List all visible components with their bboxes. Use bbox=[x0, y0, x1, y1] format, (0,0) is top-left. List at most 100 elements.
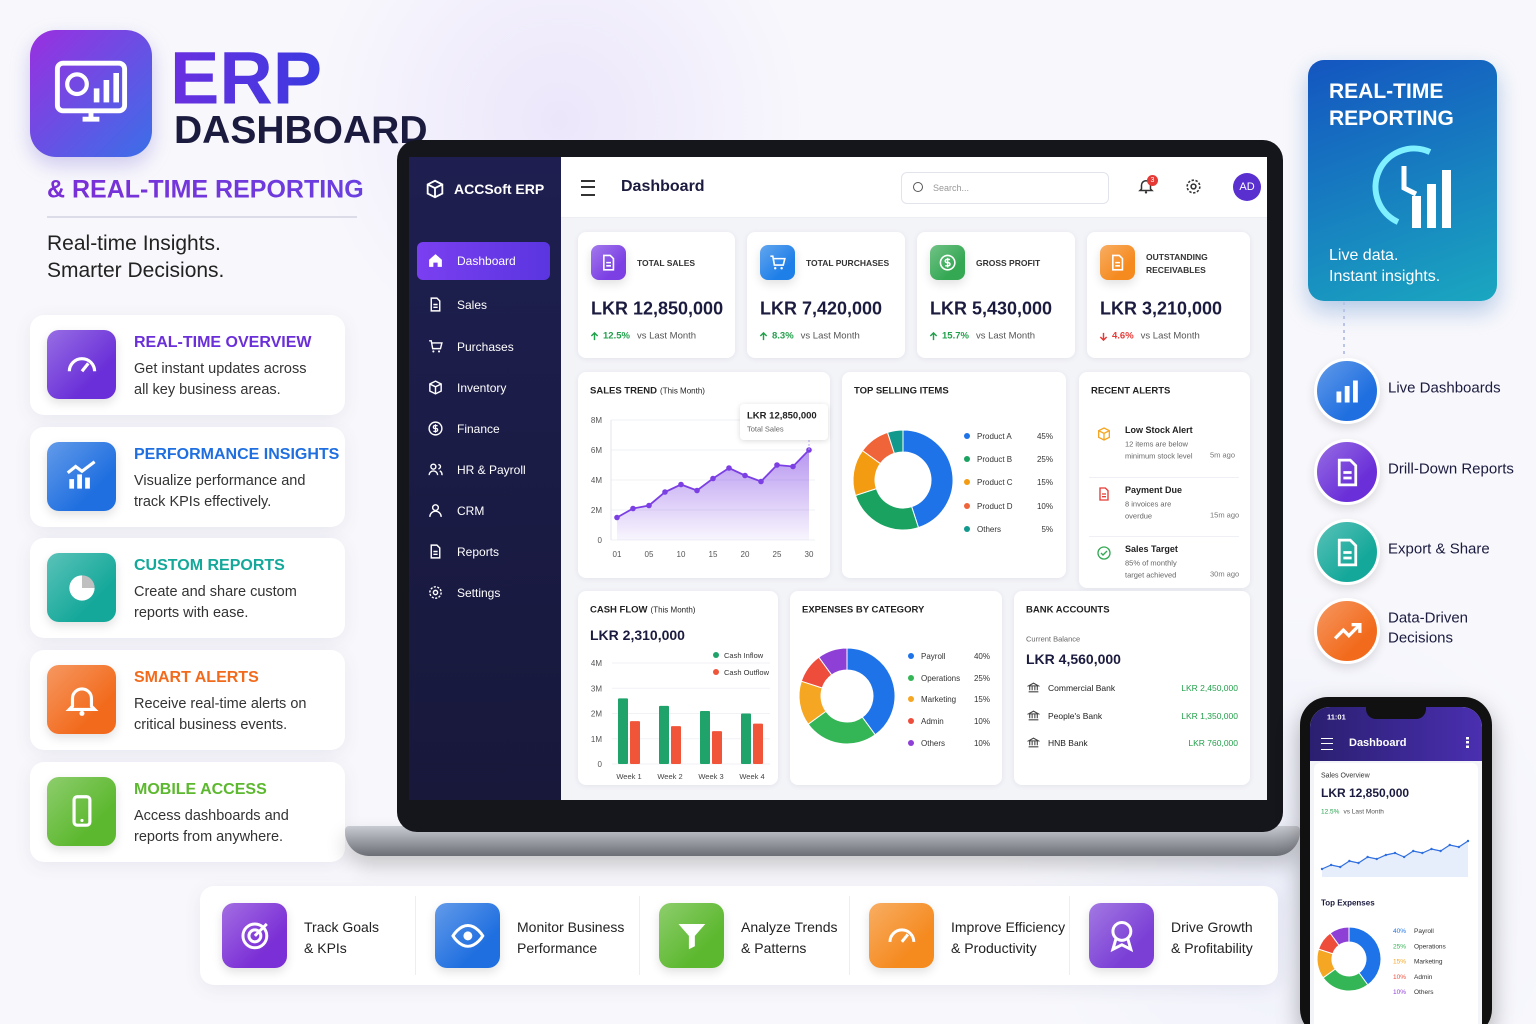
nav-item[interactable]: Finance bbox=[417, 410, 550, 448]
card-title-row: SALES TREND (This Month) bbox=[590, 386, 705, 397]
alert-title: Low Stock Alert bbox=[1125, 425, 1193, 435]
top-selling-card: TOP SELLING ITEMS Product A 45% Product B 25… bbox=[842, 372, 1066, 578]
overview-label: Sales Overview bbox=[1321, 772, 1370, 780]
trend-point bbox=[1320, 867, 1324, 871]
search-placeholder: Search... bbox=[933, 183, 970, 193]
phone-menu[interactable] bbox=[1321, 738, 1333, 750]
pie-segment bbox=[886, 429, 904, 455]
kpi-value: LKR 7,420,000 bbox=[760, 298, 883, 319]
icon-glyph bbox=[429, 254, 442, 267]
icon-glyph bbox=[429, 380, 442, 395]
menu-button[interactable] bbox=[581, 180, 595, 196]
icon-glyph bbox=[1337, 458, 1357, 486]
legend-swatch bbox=[908, 696, 914, 702]
trend-point bbox=[1412, 849, 1415, 853]
icon-shape bbox=[900, 933, 909, 943]
bank-card: BANK ACCOUNTS Current Balance LKR 4,560,00… bbox=[1014, 591, 1250, 785]
kpi-change: 8.3% bbox=[772, 330, 794, 342]
nav-item[interactable]: Purchases bbox=[417, 328, 550, 366]
icon-glyph bbox=[430, 297, 441, 312]
nav-item[interactable]: Sales bbox=[417, 286, 550, 324]
icon-shape bbox=[430, 297, 441, 312]
y-tick-label: 4M bbox=[591, 659, 602, 668]
icon-shape bbox=[1099, 486, 1109, 501]
avatar[interactable]: AD bbox=[1233, 173, 1261, 201]
benefit-label: & Productivity bbox=[951, 940, 1037, 956]
icon-shape bbox=[429, 586, 442, 599]
icon-shape bbox=[67, 356, 96, 371]
legend-label: Marketing bbox=[1414, 959, 1443, 966]
icon-shape bbox=[428, 421, 443, 436]
icon-glyph bbox=[72, 795, 91, 828]
nav-item[interactable]: Inventory bbox=[417, 369, 550, 407]
icon-glyph bbox=[68, 575, 95, 601]
icon-shape bbox=[429, 510, 442, 517]
x-tick-label: 05 bbox=[645, 550, 654, 559]
icon-glyph bbox=[429, 340, 443, 353]
benefit-label: & KPIs bbox=[304, 940, 347, 956]
icon-glyph bbox=[428, 463, 443, 476]
trend-point bbox=[758, 478, 764, 485]
legend-label: Admin bbox=[1414, 974, 1433, 981]
kpi-card: TOTAL SALES LKR 12,850,000 12.5% vs Last Mo… bbox=[578, 232, 735, 358]
x-tick-label: Week 1 bbox=[616, 772, 641, 781]
alert-title: Payment Due bbox=[1125, 484, 1183, 495]
nav-item[interactable]: Reports bbox=[417, 533, 550, 571]
logo bbox=[30, 30, 152, 157]
nav-item[interactable]: HR & Payroll bbox=[417, 451, 550, 489]
cash-flow-total: LKR 2,310,000 bbox=[590, 627, 685, 643]
nav-label: Inventory bbox=[457, 381, 507, 395]
search-box[interactable]: Search... bbox=[901, 172, 1109, 207]
topbar: Dashboard Search... 3 AD bbox=[561, 157, 1267, 218]
pie-segment bbox=[1348, 926, 1382, 986]
feature-text: Create and share custom bbox=[134, 584, 297, 601]
icon-badge bbox=[1314, 598, 1380, 664]
icon-shape bbox=[1337, 538, 1357, 566]
trend-point bbox=[1421, 851, 1424, 855]
kpi-compare: vs Last Month bbox=[800, 330, 860, 342]
icon-shape bbox=[1352, 380, 1358, 402]
tooltip-value: LKR 12,850,000 bbox=[747, 410, 817, 422]
icon-shape bbox=[1115, 261, 1120, 267]
feature-text: Get instant updates across bbox=[134, 361, 307, 377]
icon-badge bbox=[47, 776, 116, 846]
icon-badge bbox=[47, 553, 116, 623]
icon-shape bbox=[103, 79, 110, 102]
legend-swatch bbox=[964, 479, 970, 485]
kpi-change-row: 4.6% vs Last Month bbox=[1099, 331, 1200, 342]
nav-item[interactable]: CRM bbox=[417, 492, 550, 530]
y-tick-label: 4M bbox=[591, 476, 602, 485]
trend-point bbox=[1384, 853, 1388, 857]
nav-label: Sales bbox=[457, 298, 488, 312]
nav-item[interactable]: Settings bbox=[417, 574, 550, 612]
icon-glyph bbox=[429, 504, 442, 517]
bell-button[interactable]: 3 bbox=[1137, 175, 1158, 197]
legend-label: Operations bbox=[921, 674, 960, 683]
phone-content: Sales Overview LKR 12,850,000 12.5% vs Last… bbox=[1314, 763, 1478, 1024]
kpi-change-row: 8.3% vs Last Month bbox=[759, 331, 860, 342]
alerts-card: RECENT ALERTS Low Stock Alert 12 items are… bbox=[1079, 372, 1250, 588]
legend-label: Others bbox=[921, 739, 945, 748]
value-label: 10% bbox=[974, 739, 990, 748]
icon-shape bbox=[944, 257, 951, 268]
legend-label: Others bbox=[977, 525, 1001, 534]
sales-trend-chart: 0 2M 4M 6M 8M 01 05 10 15 20 25 30 bbox=[591, 416, 815, 559]
settings-button[interactable] bbox=[1184, 177, 1203, 196]
icon-glyph bbox=[428, 421, 443, 436]
icon-glyph bbox=[67, 356, 96, 372]
card-title-row: CASH FLOW (This Month) bbox=[590, 605, 695, 616]
card-subtitle: (This Month) bbox=[650, 605, 696, 615]
menu-bar bbox=[1321, 742, 1333, 744]
alert-time: 15m ago bbox=[1210, 510, 1240, 519]
icon-shape bbox=[72, 795, 91, 828]
nav-item[interactable]: Dashboard bbox=[417, 242, 550, 280]
icon-shape bbox=[78, 710, 85, 716]
kpi-card: OUTSTANDING RECEIVABLES LKR 3,210,000 4.6% v… bbox=[1087, 232, 1250, 358]
feature-text: track KPIs effectively. bbox=[134, 493, 272, 510]
bar bbox=[753, 723, 763, 764]
icon-shape bbox=[429, 340, 443, 350]
phone-kebab[interactable] bbox=[1466, 737, 1469, 748]
alert-text: 8 invoices are bbox=[1125, 499, 1172, 508]
feature-card: CUSTOM REPORTS Create and share custom rep… bbox=[30, 538, 345, 639]
